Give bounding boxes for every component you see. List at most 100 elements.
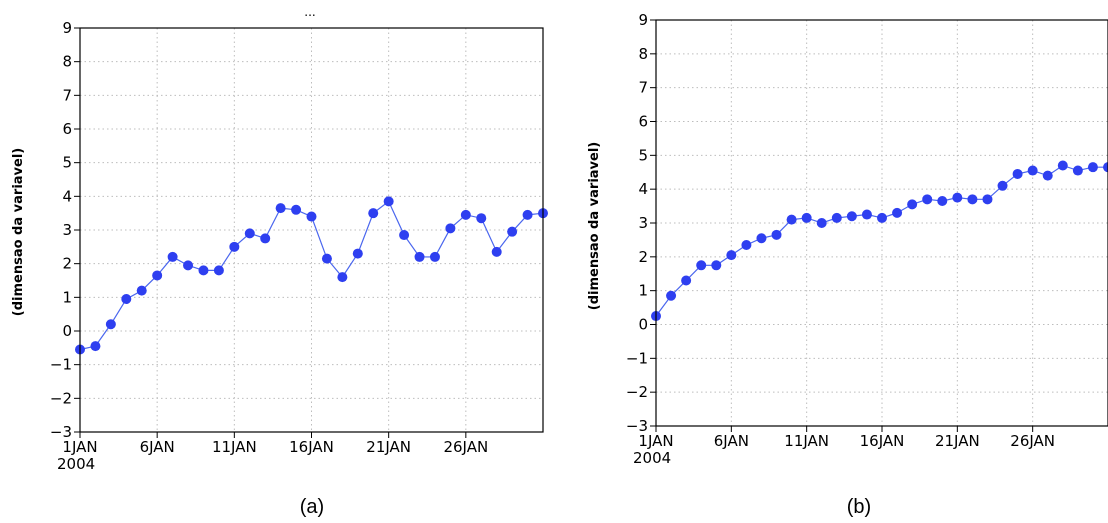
chart-b-y-tick-label: −3 xyxy=(626,417,648,435)
chart-a-data-point xyxy=(90,341,101,352)
chart-a-data-point xyxy=(152,270,163,281)
chart-a-data-point xyxy=(321,253,332,264)
chart-a-data-point xyxy=(399,230,410,241)
chart-b-x-year-label: 2004 xyxy=(633,449,671,467)
chart-b-y-tick-label: 0 xyxy=(638,316,648,334)
chart-b-y-tick-label: 9 xyxy=(638,11,648,29)
chart-b-data-point xyxy=(816,218,827,228)
chart-b-data-point xyxy=(907,199,918,210)
chart-b-data-point xyxy=(1087,162,1098,173)
chart-a-x-year-label: 2004 xyxy=(57,455,95,473)
chart-b-data-point xyxy=(696,260,707,271)
chart-b-x-tick-label: 1JAN xyxy=(638,432,673,450)
chart-a-data-point xyxy=(445,223,456,234)
chart-b-y-tick-label: 6 xyxy=(638,113,648,131)
chart-a-x-tick-label: 6JAN xyxy=(140,438,175,456)
chart-b-y-tick-label: 5 xyxy=(638,146,648,164)
chart-b-data-point xyxy=(982,194,993,205)
chart-b-data-point xyxy=(1027,165,1038,176)
chart-a-y-axis: −3 −2 −1 0 1 2 3 4 5 6 7 8 9 xyxy=(50,19,80,441)
chart-b-y-tick-label: 7 xyxy=(638,79,648,97)
chart-a-data-point xyxy=(460,209,471,220)
chart-a-y-tick-label: 4 xyxy=(62,187,72,205)
chart-a-y-tick-label: −1 xyxy=(50,356,72,374)
chart-a-data-point xyxy=(507,226,518,237)
chart-a-y-tick-label: 2 xyxy=(62,255,72,273)
chart-a-x-tick-label: 21JAN xyxy=(366,438,411,456)
chart-a-data-point xyxy=(121,294,132,305)
chart-a-data-point xyxy=(491,246,502,257)
chart-a-data-point xyxy=(352,248,363,259)
chart-a-y-tick-label: −3 xyxy=(50,423,72,441)
chart-b-data-point xyxy=(711,260,722,271)
chart-b-data-point xyxy=(1042,170,1053,181)
chart-a-x-tick-label: 1JAN xyxy=(62,438,97,456)
chart-a-data-point xyxy=(414,251,425,262)
chart-b-y-axis-label: (dimensao da variavel) xyxy=(587,142,602,310)
chart-a-y-tick-label: 9 xyxy=(62,19,72,37)
chart-a-series xyxy=(75,196,548,355)
chart-b-x-tick-label: 11JAN xyxy=(784,432,829,450)
chart-b-data-point xyxy=(786,214,797,225)
chart-b-y-tick-label: 4 xyxy=(638,180,648,198)
chart-b-data-point xyxy=(771,229,782,240)
chart-a-y-tick-label: 3 xyxy=(62,221,72,239)
chart-b-x-tick-label: 21JAN xyxy=(935,432,980,450)
chart-b-data-point xyxy=(681,275,692,286)
chart-a-y-tick-label: 5 xyxy=(62,154,72,172)
chart-b-x-tick-label: 16JAN xyxy=(860,432,905,450)
chart-b-data-point xyxy=(726,250,737,261)
chart-b-data-point xyxy=(952,192,963,203)
chart-b-data-point xyxy=(1103,162,1108,173)
chart-a-data-point xyxy=(429,251,440,262)
chart-b-y-axis: −3 −2 −1 0 1 2 3 4 5 6 7 8 9 xyxy=(626,11,656,435)
chart-a-grid xyxy=(80,28,543,432)
chart-a-data-point xyxy=(522,209,533,220)
chart-b-data-point xyxy=(861,209,872,220)
chart-b-data-point xyxy=(756,233,767,244)
chart-a-data-point xyxy=(337,272,348,283)
chart-a-data-point xyxy=(183,260,194,271)
chart-b-data-point xyxy=(937,196,948,207)
chart-a-y-tick-label: 7 xyxy=(62,86,72,104)
chart-b-y-tick-label: 1 xyxy=(638,282,648,300)
chart-b-series xyxy=(651,160,1108,322)
chart-b-data-point xyxy=(892,207,903,218)
chart-a-data-point xyxy=(291,204,302,215)
chart-b-y-tick-label: −1 xyxy=(626,349,648,367)
chart-a-series-line xyxy=(79,200,544,351)
chart-b-grid xyxy=(656,20,1108,426)
chart-a-data-point xyxy=(229,241,240,252)
chart-a-data-point xyxy=(260,233,271,244)
chart-b-data-point xyxy=(922,194,933,205)
chart-b-panel-label: (b) xyxy=(847,496,871,518)
chart-a-data-point xyxy=(244,228,255,239)
chart-a-y-tick-label: 8 xyxy=(62,53,72,71)
chart-b-data-point xyxy=(666,290,677,301)
chart-a-data-point xyxy=(136,285,147,296)
chart-a-y-tick-label: 6 xyxy=(62,120,72,138)
chart-b-y-tick-label: −2 xyxy=(626,383,648,401)
chart-a-data-point xyxy=(167,251,178,262)
chart-b-data-point xyxy=(1072,165,1083,176)
chart-b-data-point xyxy=(967,194,978,205)
chart-b-x-tick-label: 6JAN xyxy=(714,432,749,450)
chart-b-data-point xyxy=(741,239,752,250)
chart-a-data-point xyxy=(368,208,379,219)
chart-a-y-tick-label: −2 xyxy=(50,389,72,407)
chart-b-data-point xyxy=(846,211,857,222)
chart-b-x-tick-label: 26JAN xyxy=(1010,432,1055,450)
chart-a-y-tick-label: 0 xyxy=(62,322,72,340)
chart-a-x-tick-label: 11JAN xyxy=(212,438,257,456)
chart-a-data-point xyxy=(275,203,286,214)
chart-a-x-tick-label: 26JAN xyxy=(443,438,488,456)
chart-a-data-point xyxy=(198,265,209,276)
chart-a-panel-label: (a) xyxy=(300,496,324,518)
chart-a-data-point xyxy=(383,196,394,207)
chart-b-data-point xyxy=(831,212,842,223)
chart-b-data-point xyxy=(997,180,1008,191)
